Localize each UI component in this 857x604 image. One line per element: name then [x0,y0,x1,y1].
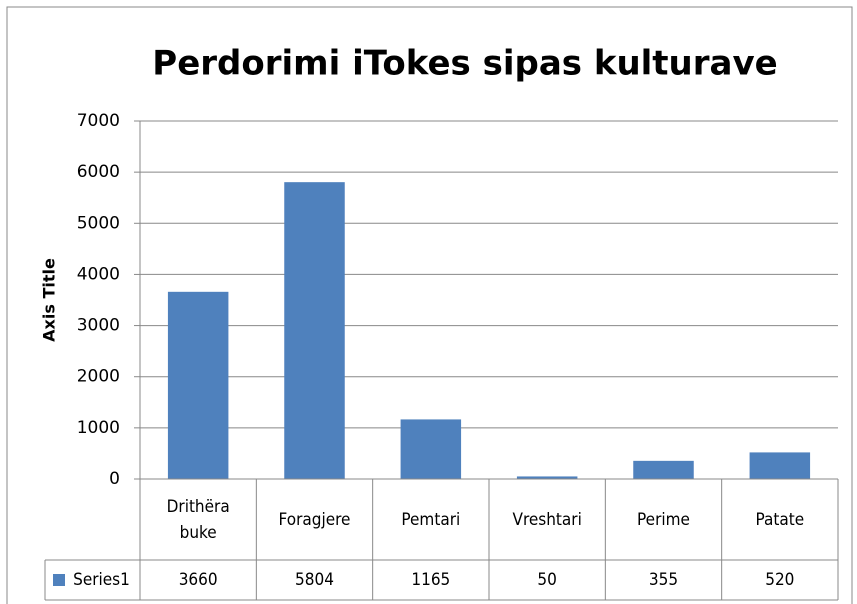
y-tick-label: 6000 [77,162,120,182]
y-tick-label: 1000 [77,418,120,438]
y-axis-title: Axis Title [40,258,59,342]
bar [284,182,345,479]
table-value: 50 [537,570,557,590]
legend-label: Series1 [73,570,130,590]
table-value: 355 [648,570,679,590]
y-tick-label: 2000 [77,367,120,387]
bar [400,419,462,479]
bar [167,291,229,479]
table-value: 1165 [411,570,451,590]
legend-key [53,574,65,586]
x-tick-label: Drithëra buke [166,496,230,543]
x-tick-label: Foragjere [278,509,351,530]
bar [516,476,578,479]
bar [749,452,811,479]
table-value: 5804 [295,570,334,590]
bar [633,460,694,479]
y-tick-label: 4000 [77,264,120,284]
chart-border [6,6,853,604]
y-tick-label: 3000 [77,316,120,336]
chart-title: Perdorimi iTokes sipas kulturave [152,44,777,84]
y-tick-label: 7000 [77,111,120,131]
x-tick-label: Patate [755,509,805,530]
x-tick-label: Pemtari [401,509,461,530]
x-tick-label: Vreshtari [512,509,582,530]
x-tick-label: Perime [637,509,690,530]
y-tick-label: 5000 [77,213,120,233]
table-value: 3660 [178,570,218,590]
table-value: 520 [765,570,795,590]
y-tick-label: 0 [109,469,120,489]
